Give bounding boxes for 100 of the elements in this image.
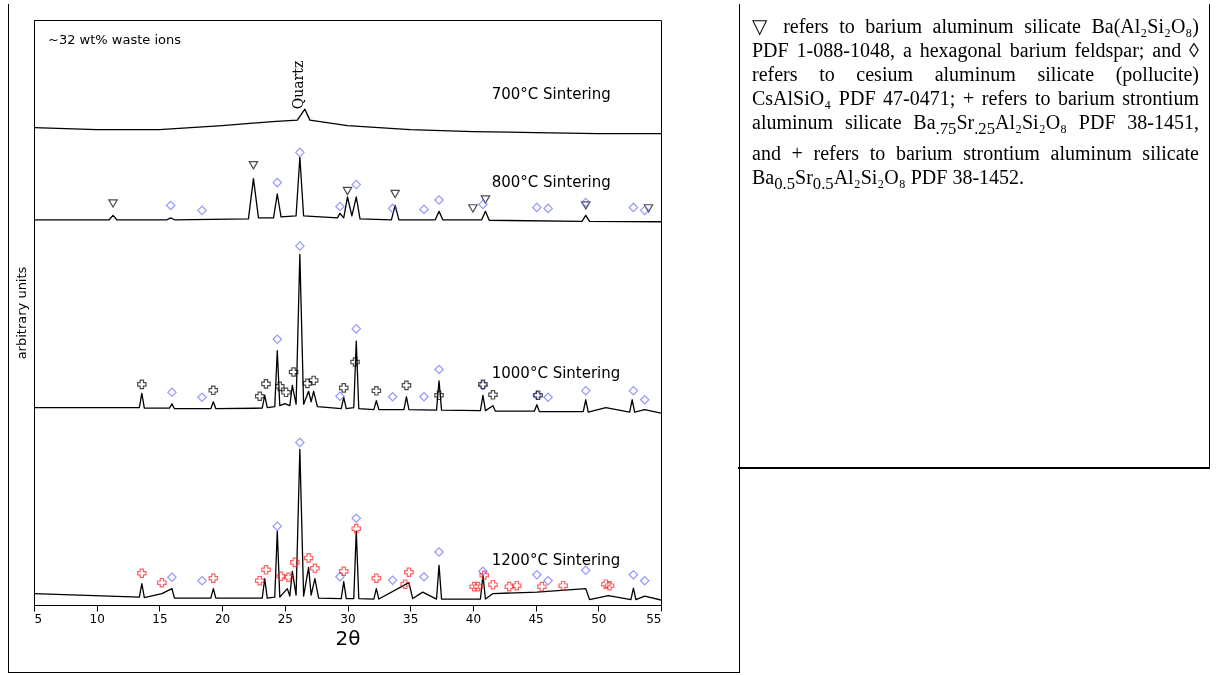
point — [580, 201, 591, 210]
point — [400, 579, 410, 589]
point — [639, 575, 650, 586]
point — [276, 571, 286, 582]
point — [261, 379, 271, 389]
y-axis-title: arbitrary units — [13, 266, 29, 360]
point — [580, 197, 591, 208]
point — [290, 557, 300, 568]
point — [272, 521, 283, 531]
point — [404, 567, 414, 578]
point — [434, 364, 444, 375]
point — [303, 553, 314, 563]
x-tick-label: 10 — [89, 611, 105, 626]
point — [261, 565, 271, 575]
point — [543, 203, 553, 214]
point — [488, 579, 498, 590]
point — [604, 580, 615, 591]
point — [351, 513, 362, 524]
x-tick-label: 50 — [591, 611, 607, 626]
point — [335, 571, 345, 582]
point — [601, 579, 611, 589]
point — [338, 566, 349, 577]
point — [350, 357, 360, 367]
point — [469, 581, 479, 592]
x-axis-title: 2θ — [335, 625, 361, 650]
point — [338, 383, 349, 393]
point — [580, 386, 591, 396]
point — [478, 566, 488, 577]
point — [488, 390, 498, 400]
series-label: 700°C Sintering — [491, 84, 611, 103]
point — [272, 334, 283, 345]
point — [254, 575, 265, 586]
text: ~32 wt% waste ions — [48, 32, 182, 47]
point — [342, 186, 353, 196]
point — [295, 241, 305, 251]
point — [281, 387, 291, 398]
point — [639, 205, 650, 216]
point — [628, 569, 639, 580]
series-label: 800°C Sintering — [491, 172, 611, 191]
point — [512, 580, 522, 591]
point — [639, 394, 650, 405]
point — [254, 391, 265, 402]
point — [543, 575, 553, 586]
point — [248, 161, 259, 170]
point — [480, 195, 491, 204]
point — [335, 391, 345, 402]
point — [390, 189, 400, 199]
point — [401, 380, 412, 391]
point — [468, 204, 478, 213]
annotation: Quartz — [289, 60, 306, 110]
point — [628, 386, 639, 396]
point — [137, 568, 147, 579]
point — [335, 201, 345, 212]
x-tick-label: 35 — [403, 611, 419, 626]
point — [419, 392, 429, 402]
point — [275, 381, 285, 392]
x-tick-label: 40 — [465, 611, 482, 626]
point — [558, 580, 568, 591]
point — [434, 195, 444, 205]
point — [351, 324, 362, 334]
x-tick-label: 15 — [152, 611, 168, 626]
point — [434, 547, 444, 557]
point — [310, 563, 320, 574]
point — [478, 199, 488, 210]
point — [371, 573, 382, 584]
point — [371, 386, 382, 396]
point — [434, 390, 444, 401]
point — [208, 573, 219, 584]
point — [302, 378, 313, 389]
x-tick-label: 5 — [34, 611, 43, 626]
point — [387, 575, 398, 585]
text: ▽ refers to barium aluminum silicate Ba(Al₂Si₂O₈) PDF 1-088-1048, a hexagonal barium feldspar; and ◊ refers to cesium aluminum silicate (pollucite) CsAlSiO₄ PDF 47-0471; + refers to barium strontium aluminum silicate Ba$_{.75}$Sr$_{.25}$Al₂Si₂O₈ PDF 38-1451, and + refers to barium strontium aluminum silicate Ba$_{0.5}$Sr$_{0.5}$Al₂Si₂O₈ PDF 38-1452. — [752, 15, 1199, 193]
point — [295, 437, 305, 448]
x-tick-label: 25 — [277, 611, 293, 626]
series-label: 1200°C Sintering — [491, 551, 621, 570]
point — [167, 387, 177, 398]
x-tick-label: 45 — [528, 611, 544, 626]
x-tick-label: 20 — [214, 611, 231, 626]
point — [351, 523, 362, 534]
point — [167, 572, 177, 583]
point — [208, 385, 219, 396]
point — [351, 179, 362, 190]
point — [387, 392, 398, 402]
point — [473, 581, 483, 592]
point — [387, 203, 398, 214]
point — [157, 577, 167, 588]
point — [295, 147, 305, 158]
point — [643, 204, 654, 213]
point — [165, 200, 176, 211]
x-tick-label: 55 — [646, 611, 662, 626]
series-label: 1000°C Sintering — [491, 364, 621, 383]
x-tick-label: 30 — [340, 611, 356, 626]
point — [419, 571, 429, 582]
point — [272, 177, 283, 188]
point — [197, 205, 207, 216]
point — [197, 392, 207, 403]
point — [532, 202, 542, 213]
point — [479, 570, 489, 581]
point — [283, 572, 294, 583]
point — [628, 202, 639, 213]
